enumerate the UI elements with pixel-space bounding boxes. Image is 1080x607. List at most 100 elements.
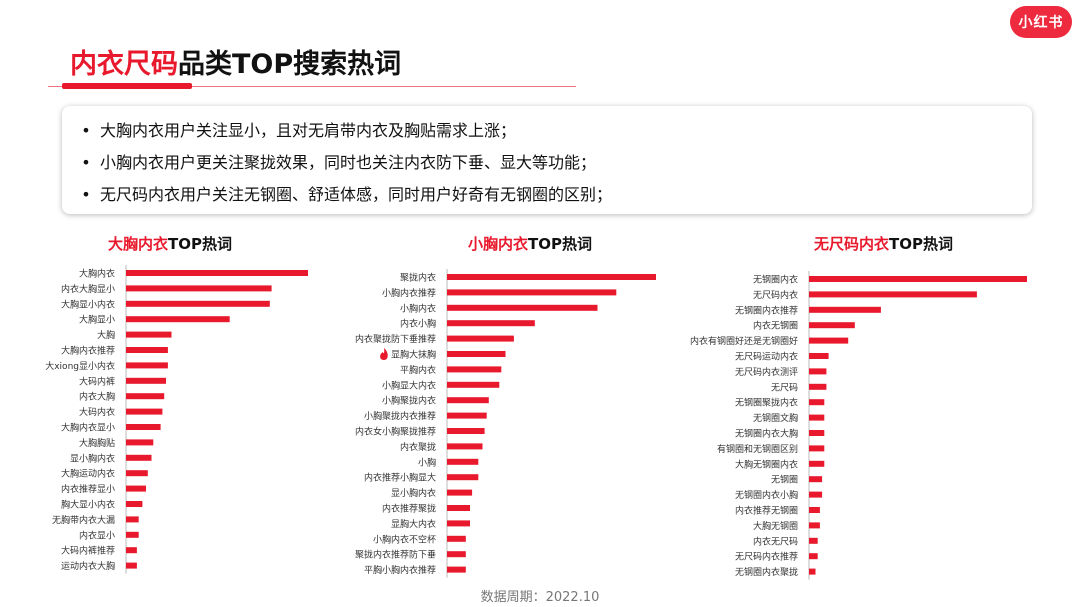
bar xyxy=(447,366,502,373)
chart-title-rest: TOP热词 xyxy=(168,235,232,253)
bar xyxy=(809,337,849,344)
category-label: 大胸无钢圈内衣 xyxy=(735,458,798,470)
category-label: 内衣推荐显小 xyxy=(61,483,115,495)
category-label: 聚拢内衣 xyxy=(400,272,436,284)
bar xyxy=(126,316,230,323)
category-label: 内衣无钢圈 xyxy=(753,320,798,332)
bar xyxy=(447,566,466,573)
bar xyxy=(126,377,166,384)
summary-box: • 大胸内衣用户关注显小，且对无肩带内衣及胸贴需求上涨； • 小胸内衣用户更关注聚拢… xyxy=(62,106,1032,214)
chart-title-highlight: 小胸内衣 xyxy=(468,235,529,253)
chart-title-large-bust: 大胸内衣TOP热词 xyxy=(108,233,232,254)
bar xyxy=(126,270,308,276)
chart-small-bust: 聚拢内衣小胸内衣推荐小胸内衣内衣小胸内衣聚拢防下垂推荐显胸大抹胸平胸内衣小胸显大… xyxy=(355,269,656,578)
summary-item: • 小胸内衣用户更关注聚拢效果，同时也关注内衣防下垂、显大等功能； xyxy=(72,147,1032,179)
category-label: 小胸内衣 xyxy=(400,302,436,314)
category-label: 无钢圈内衣聚拢 xyxy=(735,566,798,578)
category-label: 内衣推荐小胸显大 xyxy=(364,472,436,484)
category-label: 内衣大胸显小 xyxy=(61,283,115,295)
bar xyxy=(126,424,161,430)
summary-text: 大胸内衣用户关注显小，且对无肩带内衣及胸贴需求上涨； xyxy=(100,121,517,140)
category-label: 内衣大胸 xyxy=(79,391,115,403)
category-label: 平胸小胸内衣推荐 xyxy=(364,564,436,576)
chart-title-highlight: 大胸内衣 xyxy=(108,235,169,253)
bar xyxy=(447,335,514,342)
category-label: 大胸无钢圈 xyxy=(753,520,798,532)
bar xyxy=(809,445,825,452)
bar xyxy=(809,476,823,483)
bar xyxy=(126,531,139,538)
bar xyxy=(447,489,473,496)
category-label: 大胸运动内衣 xyxy=(61,468,115,480)
chart-title-sizeless: 无尺码内衣TOP热词 xyxy=(814,233,953,254)
bar xyxy=(809,291,977,298)
bar xyxy=(447,443,483,450)
category-label: 大码内裤推荐 xyxy=(61,545,115,557)
bar xyxy=(126,485,146,492)
category-label: 运动内衣大胸 xyxy=(61,560,115,572)
bar xyxy=(126,501,143,507)
flame-icon xyxy=(380,348,388,360)
bar xyxy=(809,306,881,313)
category-label: 内衣有钢圈好还是无钢圈好 xyxy=(690,335,798,347)
category-label: 无钢圈 xyxy=(771,474,798,486)
bullet-icon: • xyxy=(81,121,91,140)
category-label: 大胸内衣 xyxy=(79,268,115,280)
category-label: 无钢圈内衣小胸 xyxy=(735,489,798,501)
category-label: 大胸内衣显小 xyxy=(61,422,115,434)
category-label: 内衣推荐聚拢 xyxy=(382,503,436,515)
category-label: 无尺码 xyxy=(771,382,798,393)
bar xyxy=(447,274,656,280)
title-underline xyxy=(48,86,576,87)
category-label: 无钢圈内衣 xyxy=(753,274,798,286)
category-label: 小胸显大内衣 xyxy=(382,379,436,391)
chart-sizeless: 无钢圈内衣无尺码内衣无钢圈内衣推荐内衣无钢圈内衣有钢圈好还是无钢圈好无尺码运动内… xyxy=(690,271,1027,580)
bar xyxy=(126,393,165,400)
chart-title-small-bust: 小胸内衣TOP热词 xyxy=(468,233,592,254)
category-label: 小胸 xyxy=(418,456,436,468)
category-label: 显胸大抹胸 xyxy=(391,349,436,361)
category-label: 大胸胸贴 xyxy=(79,437,115,449)
bar xyxy=(447,458,479,465)
page-title-rest: 品类TOP搜索热词 xyxy=(178,49,402,80)
category-label: 内衣无尺码 xyxy=(753,535,798,547)
title-accent-bar xyxy=(62,83,192,89)
bar xyxy=(447,381,500,388)
bar xyxy=(126,347,168,353)
bar xyxy=(447,412,487,419)
bar xyxy=(809,383,827,390)
chart-large-bust: 大胸内衣内衣大胸显小大胸显小内衣大胸显小大胸大胸内衣推荐大xiong显小内衣大码… xyxy=(45,265,308,574)
bar xyxy=(447,505,470,511)
category-label: 显胸大内衣 xyxy=(391,518,436,530)
bar xyxy=(126,331,172,338)
bar xyxy=(447,551,466,558)
category-label: 小胸聚拢内衣推荐 xyxy=(364,410,436,422)
category-label: 无钢圈聚拢内衣 xyxy=(735,397,798,409)
bar xyxy=(809,322,855,329)
bar xyxy=(447,474,479,481)
category-label: 无钢圈文胸 xyxy=(753,412,798,424)
bar xyxy=(809,368,827,375)
bar xyxy=(126,470,148,477)
bar xyxy=(809,460,825,467)
bar xyxy=(126,439,154,446)
page-title-highlight: 内衣尺码 xyxy=(70,49,178,80)
category-label: 平胸内衣 xyxy=(400,364,436,376)
bar xyxy=(809,353,829,359)
bar xyxy=(809,491,823,498)
category-label: 内衣聚拢防下垂推荐 xyxy=(355,333,436,345)
bar xyxy=(809,507,820,513)
category-label: 大胸显小内衣 xyxy=(61,298,115,310)
bar xyxy=(809,414,825,421)
category-label: 内衣女小胸聚拢推荐 xyxy=(355,426,436,438)
bar xyxy=(809,522,820,529)
category-label: 小胸内衣推荐 xyxy=(382,287,436,299)
bar xyxy=(809,568,816,575)
category-label: 小胸聚拢内衣 xyxy=(382,395,436,407)
category-label: 大胸内衣推荐 xyxy=(61,345,115,357)
bar xyxy=(126,547,137,554)
category-label: 大码内衣 xyxy=(79,406,115,418)
bar xyxy=(809,553,818,560)
category-label: 内衣显小 xyxy=(79,529,115,541)
category-label: 显小胸内衣 xyxy=(391,487,436,499)
